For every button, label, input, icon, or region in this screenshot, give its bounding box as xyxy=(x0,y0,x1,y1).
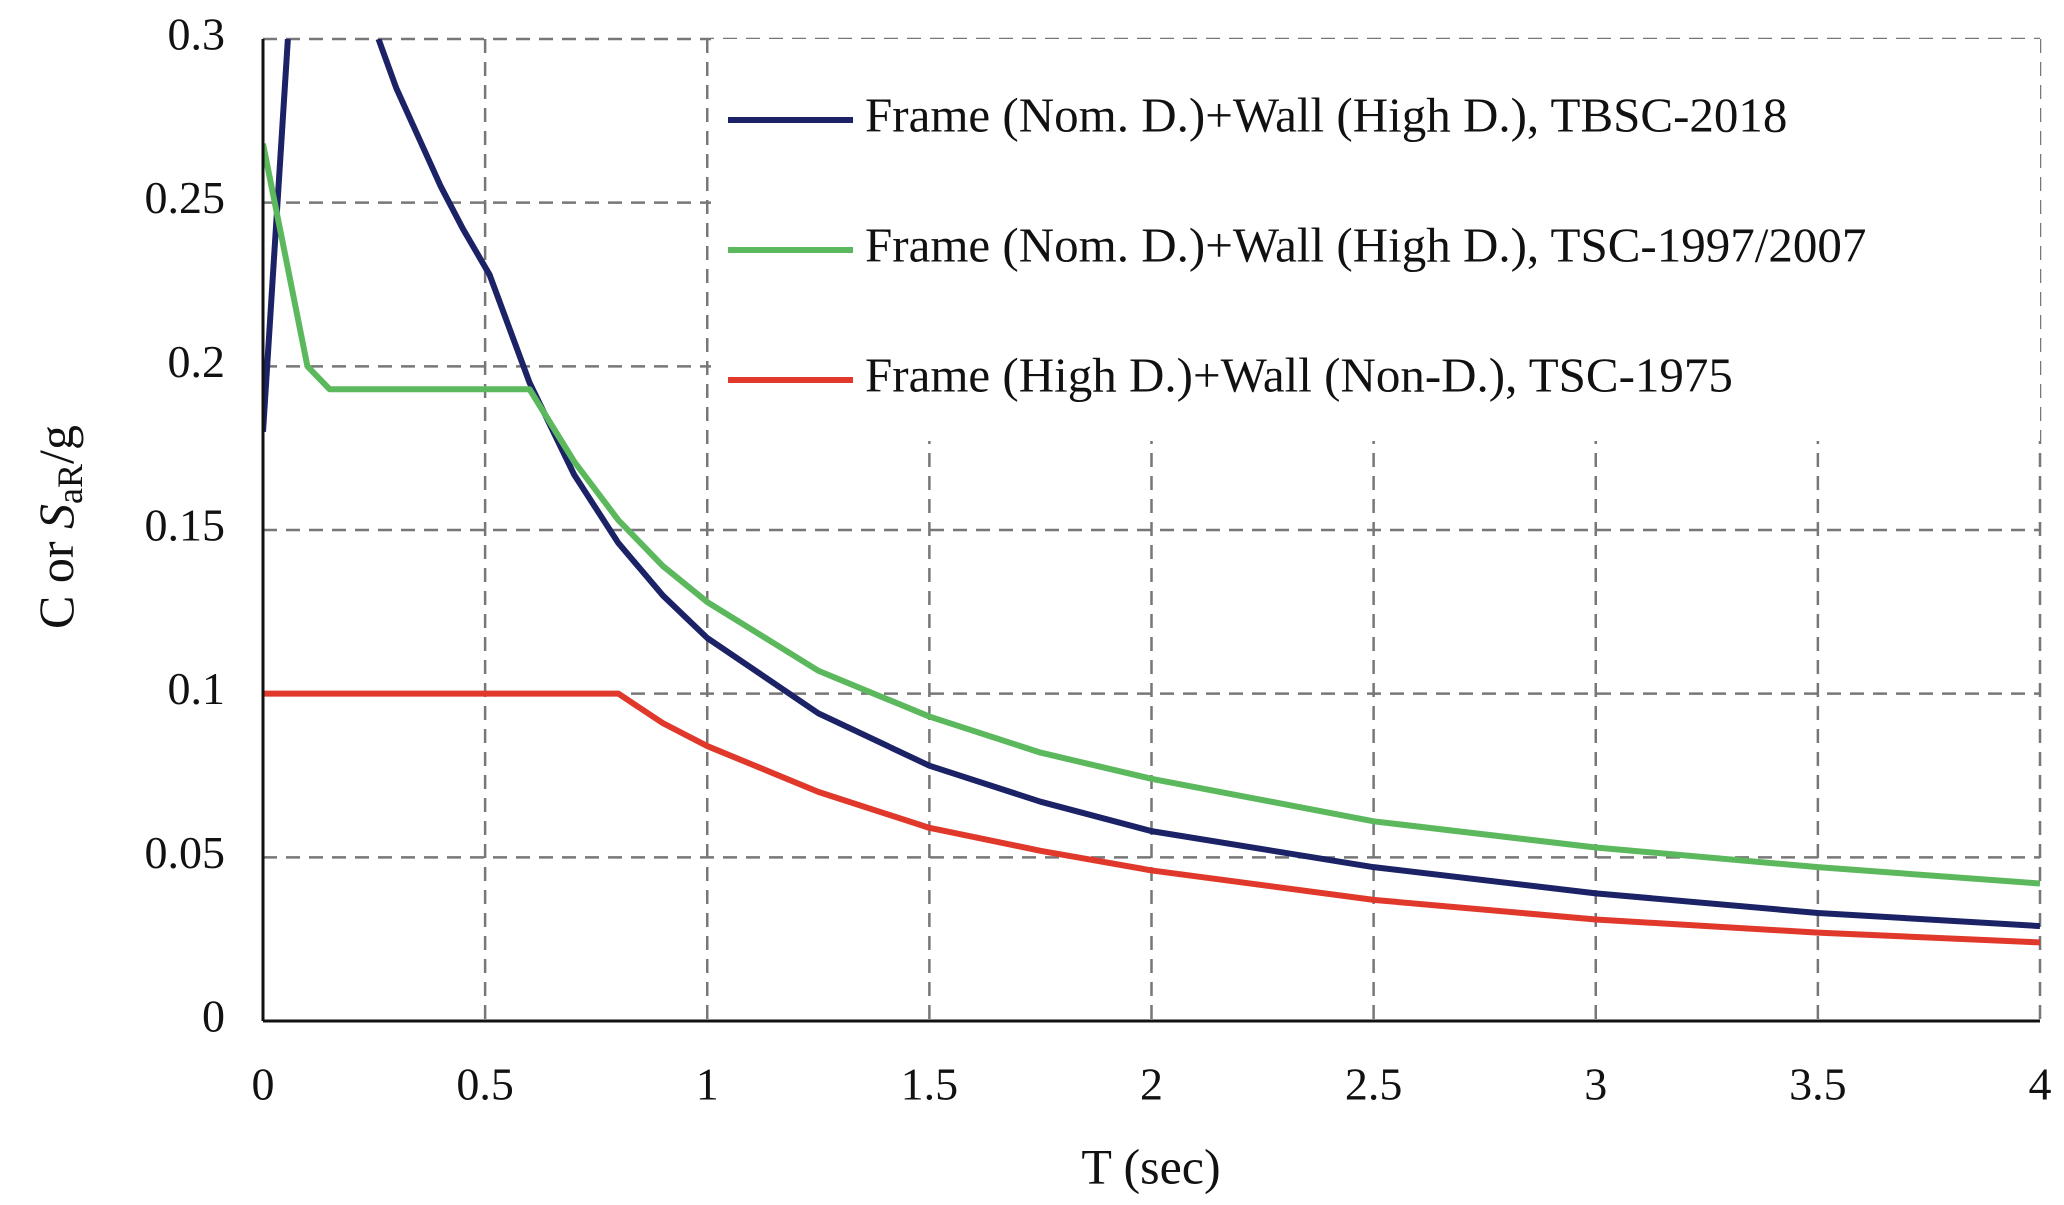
x-tick-label: 1.5 xyxy=(901,1059,959,1110)
x-tick-label: 1 xyxy=(696,1059,719,1110)
series-line xyxy=(263,39,2040,930)
y-tick-label: 0 xyxy=(202,991,225,1042)
legend-label: Frame (Nom. D.)+Wall (High D.), TBSC-201… xyxy=(865,87,1787,142)
y-label-part: C or xyxy=(28,529,84,629)
x-tick-label: 0 xyxy=(252,1059,275,1110)
y-tick-label: 0.25 xyxy=(145,172,226,223)
y-label-part: /g xyxy=(28,425,84,464)
legend-label: Frame (Nom. D.)+Wall (High D.), TSC-1997… xyxy=(865,217,1866,272)
y-tick-label: 0.2 xyxy=(168,336,226,387)
tick-labels: 0 0.05 0.1 0.15 0.2 0.25 0.3 0 0.5 1 1.5 2 2.5 3 3.5 4 xyxy=(145,9,2052,1110)
y-axis-label: C or SaR/g xyxy=(28,425,90,629)
x-tick-label: 4 xyxy=(2029,1059,2052,1110)
legend-label: Frame (High D.)+Wall (Non-D.), TSC-1975 xyxy=(865,347,1733,402)
series-line xyxy=(263,690,2040,946)
y-tick-label: 0.3 xyxy=(168,9,226,60)
y-tick-label: 0.15 xyxy=(145,500,226,551)
x-axis-label: T (sec) xyxy=(1081,1138,1220,1194)
y-tick-label: 0.1 xyxy=(168,663,226,714)
y-label-part: aR xyxy=(50,464,90,504)
x-tick-label: 2 xyxy=(1140,1059,1163,1110)
legend-background xyxy=(711,39,2040,441)
legend: Frame (Nom. D.)+Wall (High D.), TBSC-201… xyxy=(728,87,1866,402)
series-line xyxy=(263,143,2040,887)
x-tick-label: 3.5 xyxy=(1789,1059,1847,1110)
x-tick-label: 2.5 xyxy=(1345,1059,1403,1110)
y-label-part: S xyxy=(28,504,84,529)
x-tick-label: 0.5 xyxy=(456,1059,514,1110)
y-tick-label: 0.05 xyxy=(145,827,226,878)
plot-area xyxy=(263,39,2040,946)
x-tick-label: 3 xyxy=(1584,1059,1607,1110)
